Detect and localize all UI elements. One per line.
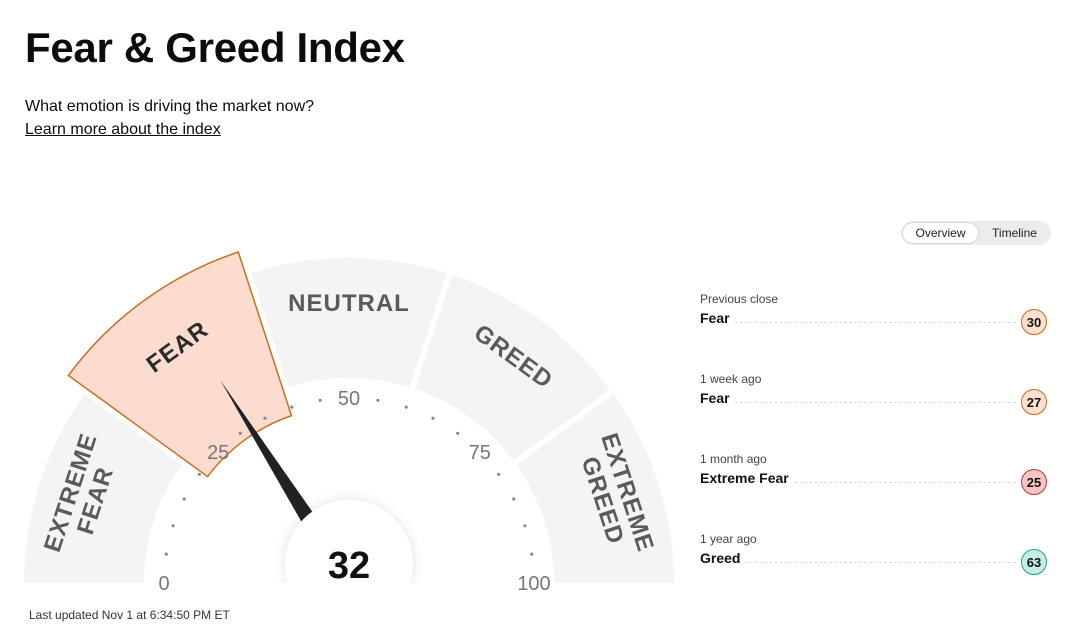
scale-tick (512, 497, 516, 501)
view-toggle: Overview Timeline (901, 221, 1051, 245)
hub-mask (269, 583, 429, 605)
overview-tab[interactable]: Overview (903, 223, 978, 243)
history-period: Previous close (700, 292, 779, 306)
history-item: 1 month ago Extreme Fear 25 (700, 452, 1050, 512)
scale-tick (263, 416, 267, 420)
history-rating: Fear (700, 390, 734, 406)
history-rating: Extreme Fear (700, 470, 793, 486)
scale-label: 25 (207, 442, 229, 464)
segment-label-line: NEUTRAL (288, 290, 410, 317)
scale-tick (530, 552, 534, 556)
history-period: 1 year ago (700, 532, 757, 546)
timeline-tab[interactable]: Timeline (992, 226, 1037, 240)
last-updated-text: Last updated Nov 1 at 6:34:50 PM ET (29, 608, 230, 622)
history-rating: Fear (700, 310, 734, 326)
scale-tick (238, 431, 242, 435)
history-item: Previous close Fear 30 (700, 292, 1050, 352)
page-title: Fear & Greed Index (25, 24, 405, 71)
history-period: 1 month ago (700, 452, 767, 466)
history-item: 1 week ago Fear 27 (700, 372, 1050, 432)
history-rating: Greed (700, 550, 745, 566)
scale-label: 50 (338, 388, 360, 410)
scale-label: 0 (158, 573, 169, 595)
scale-tick (497, 472, 501, 476)
history-score-badge: 30 (1021, 309, 1047, 335)
scale-tick (290, 405, 294, 409)
scale-tick (164, 552, 168, 556)
scale-tick (523, 524, 527, 528)
segment-neutral (251, 258, 447, 388)
segment-extreme-greed (516, 394, 674, 583)
dotted-leader (700, 562, 1016, 563)
gauge-hub (285, 500, 413, 605)
segment-fear (67, 251, 293, 478)
gauge-value: 32 (328, 545, 370, 587)
segment-neutral-label: NEUTRAL (288, 290, 410, 317)
history-item: 1 year ago Greed 63 (700, 532, 1050, 592)
segment-extreme-fear (24, 394, 182, 583)
dotted-leader (700, 402, 1016, 403)
dotted-leader (700, 322, 1016, 323)
scale-tick (456, 431, 460, 435)
scale-tick (171, 524, 175, 528)
scale-tick (318, 398, 322, 402)
scale-label: 100 (517, 573, 550, 595)
history-score-badge: 27 (1021, 389, 1047, 415)
history-period: 1 week ago (700, 372, 762, 386)
learn-more-link[interactable]: Learn more about the index (25, 121, 221, 138)
dotted-leader (700, 482, 1016, 483)
scale-tick (376, 398, 380, 402)
fear-greed-gauge: EXTREMEFEARFEARNEUTRALGREEDEXTREMEGREED0… (24, 251, 674, 605)
scale-label: 75 (469, 442, 491, 464)
scale-tick (404, 405, 408, 409)
scale-tick (197, 472, 201, 476)
segment-greed (415, 274, 611, 461)
scale-tick (431, 416, 435, 420)
history-score-badge: 63 (1021, 549, 1047, 575)
history-score-badge: 25 (1021, 469, 1047, 495)
page-subtitle: What emotion is driving the market now? (25, 98, 315, 115)
scale-tick (182, 497, 186, 501)
gauge-needle (220, 380, 336, 555)
